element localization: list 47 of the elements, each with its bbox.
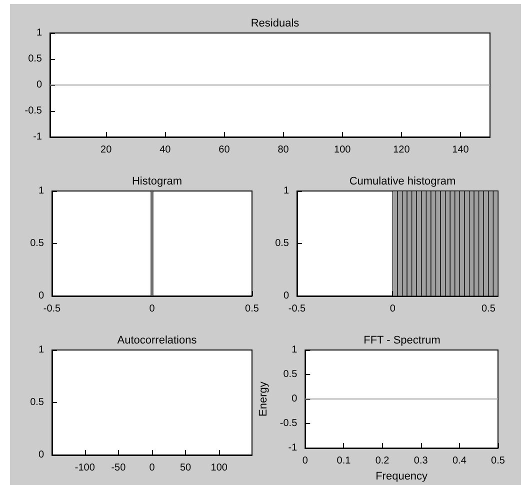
chart-title: Cumulative histogram bbox=[349, 176, 456, 188]
y-tick-label: 0 bbox=[36, 80, 42, 90]
x-tick-label: 100 bbox=[334, 144, 352, 156]
x-tick-label: 20 bbox=[100, 144, 112, 156]
x-tick-label: 0 bbox=[149, 462, 156, 474]
x-axis-title: Frequency bbox=[376, 470, 428, 482]
y-tick-label: 0 bbox=[38, 290, 44, 302]
y-tick-label: 1 bbox=[38, 344, 44, 356]
y-tick-label: 0.5 bbox=[275, 238, 290, 249]
y-tick-label: -1 bbox=[33, 132, 42, 142]
x-tick-label: 0.3 bbox=[414, 456, 428, 467]
y-tick-label: -0.5 bbox=[24, 106, 42, 116]
y-tick-label: 1 bbox=[36, 28, 42, 38]
x-tick-label: 0 bbox=[149, 304, 156, 314]
x-tick-label: 0.5 bbox=[245, 304, 260, 314]
y-tick-label: 0.5 bbox=[28, 54, 42, 64]
x-tick-label: -100 bbox=[74, 462, 96, 474]
x-tick-label: 50 bbox=[180, 462, 192, 474]
y-tick-label: 1 bbox=[292, 344, 298, 356]
y-tick-label: -1 bbox=[288, 442, 298, 454]
chart-title: FFT - Spectrum bbox=[364, 334, 440, 346]
y-tick-label: 0.5 bbox=[30, 397, 44, 408]
y-tick-label: 0.5 bbox=[30, 238, 44, 249]
y-axis-title: Energy bbox=[258, 381, 270, 416]
x-tick-label: 0 bbox=[302, 456, 308, 467]
x-tick-label: 0 bbox=[390, 304, 396, 314]
y-tick-label: 0 bbox=[283, 290, 290, 302]
y-tick-label: 0.5 bbox=[283, 369, 298, 380]
y-tick-label: -0.5 bbox=[280, 418, 298, 430]
x-tick-label: 40 bbox=[160, 144, 172, 156]
chart-title: Autocorrelations bbox=[117, 334, 198, 346]
x-tick-label: 0.5 bbox=[481, 304, 496, 314]
x-tick-label: 60 bbox=[218, 144, 230, 156]
x-tick-label: 120 bbox=[393, 144, 410, 156]
x-tick-label: 0.2 bbox=[375, 456, 390, 467]
y-tick-label: 1 bbox=[38, 186, 44, 196]
x-tick-label: 0.1 bbox=[336, 456, 352, 467]
chart-title: Residuals bbox=[250, 18, 300, 30]
x-tick-label: 140 bbox=[452, 144, 470, 156]
y-tick-label: 1 bbox=[283, 186, 290, 196]
x-tick-label: 0.4 bbox=[452, 456, 467, 467]
x-tick-label: 100 bbox=[210, 462, 228, 474]
y-tick-label: 0 bbox=[292, 394, 298, 405]
x-tick-label: 0.5 bbox=[491, 456, 506, 467]
x-tick-label: -50 bbox=[111, 462, 126, 474]
chart-title: Histogram bbox=[132, 176, 182, 188]
x-tick-label: 80 bbox=[278, 144, 290, 156]
